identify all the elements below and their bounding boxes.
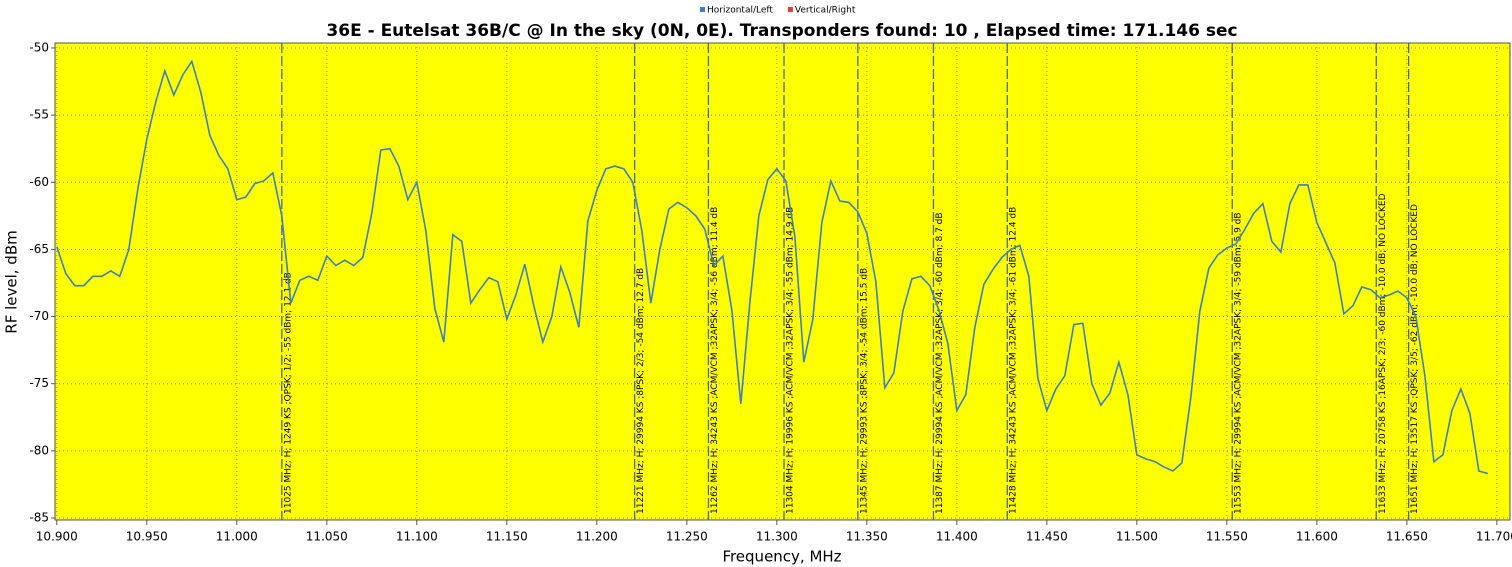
x-tick-label: 11.450 [1026, 530, 1068, 544]
y-tick-label: -70 [29, 309, 49, 323]
transponder-label: 11221 MHz; H; 29994 KS ;8PSK; 2/3; -54 d… [636, 268, 646, 514]
transponder-label: 11025 MHz; H; 1249 KS ;QPSK; 1/2; -55 dB… [283, 272, 293, 514]
legend-swatch [787, 7, 793, 12]
x-tick-label: 11.000 [216, 530, 258, 544]
x-tick-label: 11.300 [756, 530, 798, 544]
y-tick-label: -75 [29, 376, 49, 390]
legend-swatch [700, 7, 705, 12]
x-tick-label: 11.700 [1476, 530, 1512, 544]
legend-label: Horizontal/Left [707, 6, 773, 16]
legend-label: Vertical/Right [795, 6, 856, 16]
transponder-label: 11428 MHz; H; 34243 KS ;ACM/VCM ;32APSK;… [1009, 207, 1019, 514]
y-tick-label: -85 [29, 510, 49, 524]
x-tick-label: 11.100 [396, 530, 438, 544]
y-axis-label: RF level, dBm [3, 230, 21, 333]
x-tick-label: 10.950 [126, 530, 168, 544]
x-tick-label: 11.550 [1206, 530, 1248, 544]
transponder-label: 11633 MHz; H; 20758 KS ;16APSK; 2/3; -60… [1378, 193, 1388, 514]
x-tick-label: 11.650 [1386, 530, 1428, 544]
x-tick-label: 11.050 [306, 530, 348, 544]
x-tick-label: 11.200 [576, 530, 618, 544]
x-tick-label: 11.500 [1116, 530, 1158, 544]
x-tick-label: 11.150 [486, 530, 528, 544]
y-tick-label: -55 [29, 108, 49, 122]
chart-title: 36E - Eutelsat 36B/C @ In the sky (0N, 0… [326, 21, 1237, 41]
x-tick-label: 11.600 [1296, 530, 1338, 544]
x-axis-label: Frequency, MHz [722, 548, 841, 566]
transponder-label: 11651 MHz; H; 13517 KS ;QPSK; 3/5; -62 d… [1410, 204, 1420, 514]
transponder-label: 11304 MHz; H; 19996 KS ;ACM/VCM ;32APSK;… [786, 207, 796, 514]
x-tick-label: 10.900 [36, 530, 78, 544]
plot-area [54, 42, 1511, 521]
data-line [56, 59, 1489, 475]
y-tick-label: -80 [29, 443, 49, 457]
transponder-label: 11553 MHz; H; 29994 KS ;ACM/VCM ;32APSK;… [1234, 212, 1244, 514]
transponder-label: 11262 MHz; H; 34243 KS ;ACM/VCM ;32APSK;… [710, 207, 720, 514]
x-tick-label: 11.350 [846, 530, 888, 544]
transponder-label: 11387 MHz; H; 29994 KS ;ACM/VCM ;32APSK;… [935, 212, 945, 514]
x-tick-label: 11.250 [666, 530, 708, 544]
y-tick-label: -50 [29, 40, 49, 54]
y-tick-label: -65 [29, 242, 49, 256]
y-tick-label: -60 [29, 175, 49, 189]
transponder-label: 11345 MHz; H; 29993 KS ;8PSK; 3/4; -54 d… [859, 268, 869, 514]
x-tick-label: 11.400 [936, 530, 978, 544]
